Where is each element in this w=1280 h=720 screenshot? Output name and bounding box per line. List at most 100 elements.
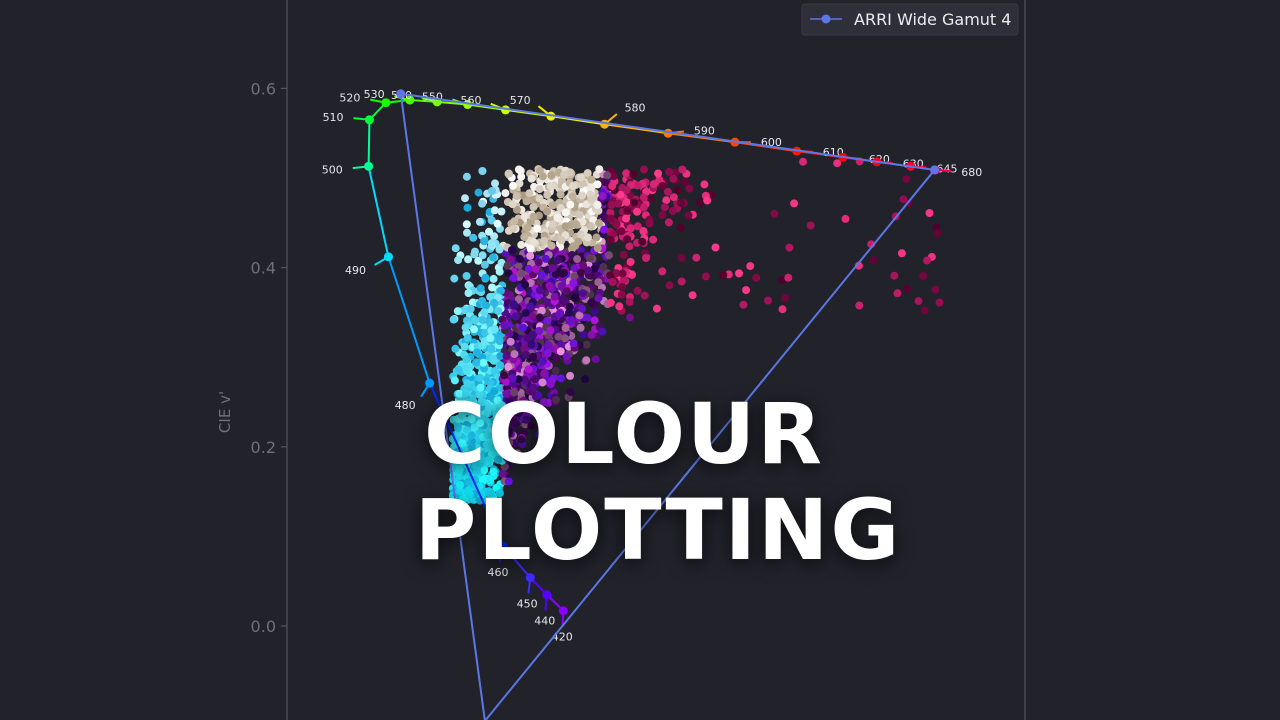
scatter-point	[491, 179, 499, 188]
scatter-point	[573, 255, 582, 264]
scatter-point	[524, 365, 533, 374]
scatter-point	[461, 323, 470, 332]
locus-point	[542, 590, 552, 600]
scatter-point	[504, 363, 513, 371]
scatter-point	[463, 426, 472, 435]
scatter-point	[583, 169, 592, 178]
scatter-point	[785, 243, 794, 252]
scatter-point	[739, 300, 748, 309]
scatter-point	[684, 211, 693, 220]
scatter-point	[456, 480, 465, 489]
scatter-point	[652, 304, 661, 313]
scatter-point	[509, 181, 517, 190]
scatter-point	[645, 194, 654, 203]
legend-box	[801, 3, 1019, 36]
wavelength-label: 570	[510, 94, 531, 107]
scatter-point	[526, 251, 535, 260]
scatter-point	[609, 230, 618, 239]
scatter-point	[593, 180, 602, 189]
scatter-point	[585, 254, 594, 262]
scatter-point	[450, 274, 459, 283]
scatter-point	[590, 316, 599, 325]
scatter-point	[513, 407, 522, 416]
scatter-point	[496, 445, 505, 454]
scatter-point	[617, 227, 626, 236]
scatter-point	[572, 220, 581, 229]
scatter-point	[483, 440, 491, 449]
scatter-point	[515, 452, 524, 461]
title-line-1: COLOUR	[424, 385, 824, 483]
scatter-point	[649, 235, 658, 244]
scatter-point	[511, 312, 520, 321]
scatter-point	[598, 192, 607, 201]
scatter-point	[903, 284, 912, 293]
locus-segment	[502, 545, 532, 579]
scatter-point	[538, 378, 547, 387]
scatter-point	[535, 313, 544, 322]
scatter-point	[487, 216, 496, 225]
scatter-point	[645, 219, 654, 228]
scatter-point	[515, 254, 524, 263]
scatter-point	[630, 198, 638, 207]
scatter-point	[575, 311, 584, 320]
scatter-point	[466, 304, 475, 313]
scatter-point	[539, 357, 548, 366]
scatter-point	[799, 157, 807, 166]
scatter-point	[454, 256, 463, 265]
scatter-point	[533, 224, 542, 233]
scatter-point	[487, 239, 496, 248]
scatter-point	[522, 197, 531, 206]
scatter-point	[535, 326, 544, 335]
scatter-point	[495, 337, 504, 346]
scatter-point	[480, 260, 489, 269]
scatter-point	[455, 487, 464, 495]
scatter-point	[587, 222, 596, 231]
scatter-point	[595, 219, 603, 228]
gamut-primary	[930, 165, 940, 175]
scatter-point	[742, 286, 751, 295]
scatter-point	[514, 261, 523, 270]
scatter-point	[521, 280, 530, 289]
scatter-point	[619, 250, 628, 259]
scatter-point	[606, 298, 615, 307]
scatter-point	[625, 242, 634, 251]
scatter-point	[790, 199, 799, 208]
scatter-point	[543, 317, 552, 325]
scatter-point	[449, 400, 457, 409]
scatter-point	[470, 423, 479, 432]
scatter-point	[483, 407, 492, 416]
scatter-point	[658, 181, 667, 190]
scatter-point	[490, 367, 499, 376]
scatter-point	[529, 238, 538, 247]
scatter-point	[460, 342, 469, 351]
y-tick-label: 0.4	[251, 259, 276, 278]
scatter-point	[593, 244, 602, 253]
scatter-point	[529, 383, 538, 392]
scatter-point	[556, 347, 565, 356]
scatter-point	[629, 170, 638, 179]
scatter-point	[530, 375, 539, 384]
scatter-point	[897, 249, 906, 258]
scatter-point	[474, 256, 483, 265]
scatter-point	[633, 181, 642, 190]
scatter-point	[476, 383, 485, 392]
scatter-point	[700, 180, 709, 189]
scatter-point	[514, 165, 523, 174]
scatter-point	[566, 371, 575, 380]
locus-segment	[367, 119, 371, 167]
scatter-point	[566, 388, 575, 396]
scatter-point	[496, 361, 505, 370]
scatter-point	[543, 207, 552, 216]
scatter-point	[509, 274, 518, 282]
scatter-point	[650, 180, 658, 188]
scatter-point	[575, 210, 584, 219]
scatter-point	[562, 352, 571, 361]
y-axis-label: CIE v'	[216, 391, 234, 433]
wavelength-label: 460	[488, 566, 509, 579]
y-tick-label: 0.0	[251, 617, 276, 636]
scatter-point	[464, 478, 473, 487]
scatter-point	[664, 218, 673, 227]
scatter-point	[470, 325, 478, 334]
scatter-point	[478, 167, 487, 175]
